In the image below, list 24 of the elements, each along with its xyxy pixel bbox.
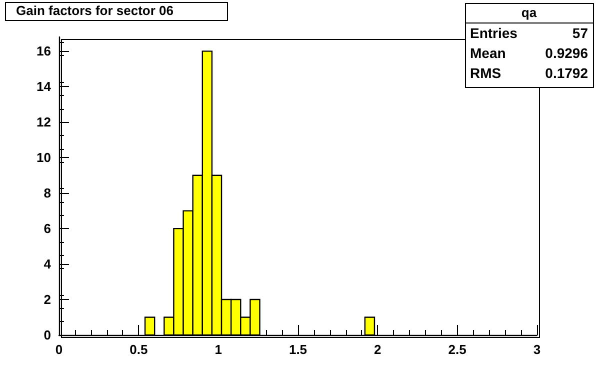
text: 0.1792 [545,65,588,81]
y-tick-label: 0 [44,328,51,342]
y-tick-label: 16 [36,44,51,59]
x-tick-label: 0 [55,342,63,357]
y-tick-label: 10 [36,150,51,166]
text: 0.9296 [545,45,588,61]
y-tick-label: 8 [44,186,51,201]
x-tick-label: 2.5 [448,342,466,357]
x-tick-label: 1 [214,342,222,357]
text: 57 [572,25,588,41]
chart-title: Gain factors for sector 06 [16,3,174,18]
text: qa [521,5,538,20]
x-tick-label: 1.5 [288,342,308,357]
x-tick-label: 0.5 [130,342,148,357]
x-tick-label: 2 [374,342,382,357]
y-tick-label: 2 [44,292,51,308]
annotation: Entries [470,25,518,41]
y-tick-label: 12 [36,114,51,130]
y-tick-label: 6 [44,221,51,236]
annotation: RMS [470,65,502,81]
annotation: Mean [470,45,506,61]
y-tick-label: 14 [36,79,52,94]
x-tick-label: 3 [533,342,541,357]
y-tick-label: 4 [44,256,52,272]
